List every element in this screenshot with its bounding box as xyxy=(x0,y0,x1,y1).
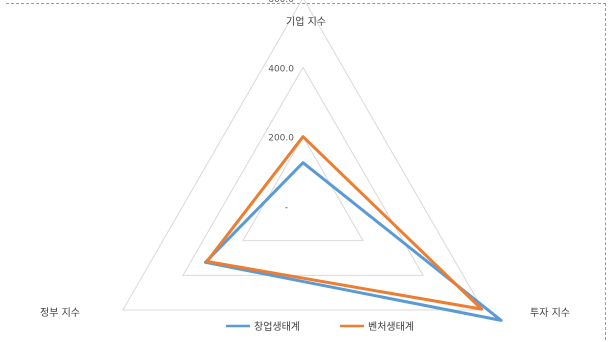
grid-ring-3 xyxy=(122,0,484,311)
grid-ring-2 xyxy=(182,66,424,276)
legend-label-startup: 창업생태계 xyxy=(254,320,300,333)
tick-label-0: - xyxy=(285,203,288,213)
legend-label-venture: 벤처생태계 xyxy=(368,321,414,333)
tick-label-3: 600.0 xyxy=(268,0,294,5)
axis-label-government: 정부 지수 xyxy=(40,307,80,319)
legend: 창업생태계 벤처생태계 xyxy=(226,320,414,333)
series-line-1 xyxy=(205,135,484,311)
tick-label-2: 400.0 xyxy=(268,64,294,74)
axis-label-investment: 투자 지수 xyxy=(530,307,570,319)
series-layer xyxy=(203,135,503,322)
grid-layer xyxy=(122,0,484,311)
grid-ring-1 xyxy=(242,135,364,242)
tick-label-1: 200.0 xyxy=(268,134,294,144)
tick-layer: - 200.0 400.0 600.0 xyxy=(268,0,294,213)
series-line-0 xyxy=(203,161,503,322)
axis-label-corporate: 기업 지수 xyxy=(286,15,326,28)
